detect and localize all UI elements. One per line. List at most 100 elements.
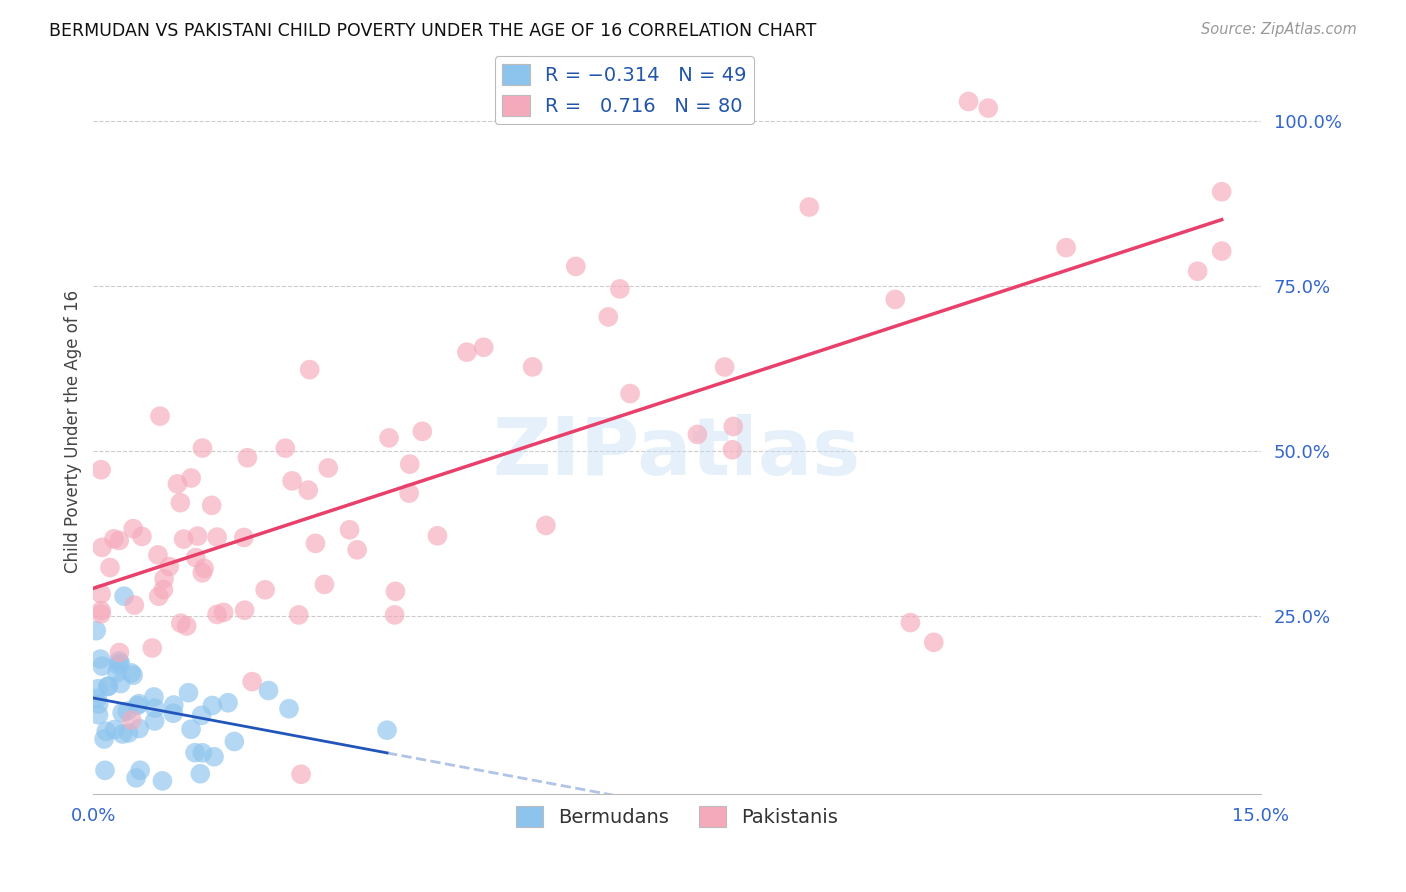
Point xyxy=(900,615,922,630)
Text: BERMUDAN VS PAKISTANI CHILD POVERTY UNDER THE AGE OF 16 CORRELATION CHART: BERMUDAN VS PAKISTANI CHILD POVERTY UNDE… xyxy=(49,22,817,40)
Point xyxy=(236,450,259,465)
Point xyxy=(111,706,134,720)
Point xyxy=(110,657,132,671)
Point xyxy=(105,665,128,680)
Point xyxy=(93,732,115,747)
Point xyxy=(233,603,256,617)
Point xyxy=(287,607,309,622)
Point xyxy=(598,310,620,324)
Point xyxy=(297,483,319,497)
Point xyxy=(115,704,138,718)
Point xyxy=(1187,264,1209,278)
Point xyxy=(166,476,188,491)
Point xyxy=(1211,244,1233,259)
Point xyxy=(565,260,588,274)
Point xyxy=(84,624,107,638)
Point xyxy=(290,767,312,781)
Point xyxy=(217,696,239,710)
Point xyxy=(122,522,145,536)
Point xyxy=(127,698,149,713)
Point xyxy=(254,582,277,597)
Text: Source: ZipAtlas.com: Source: ZipAtlas.com xyxy=(1201,22,1357,37)
Point xyxy=(191,566,214,580)
Point xyxy=(87,707,110,722)
Point xyxy=(177,686,200,700)
Point xyxy=(201,499,224,513)
Point xyxy=(141,640,163,655)
Point xyxy=(87,681,110,696)
Point xyxy=(162,706,184,721)
Point xyxy=(212,606,235,620)
Point xyxy=(111,727,134,741)
Point xyxy=(180,471,202,485)
Point xyxy=(125,771,148,785)
Point xyxy=(721,442,744,457)
Point xyxy=(110,676,132,690)
Point xyxy=(152,582,174,597)
Point xyxy=(86,691,108,706)
Legend: Bermudans, Pakistanis: Bermudans, Pakistanis xyxy=(508,798,846,835)
Point xyxy=(176,619,198,633)
Point xyxy=(97,679,120,693)
Point xyxy=(224,734,246,748)
Point xyxy=(522,359,544,374)
Point xyxy=(304,536,326,550)
Point xyxy=(1054,241,1077,255)
Point xyxy=(91,659,114,673)
Point xyxy=(148,589,170,603)
Point xyxy=(316,461,339,475)
Point xyxy=(240,674,263,689)
Point xyxy=(124,598,146,612)
Point xyxy=(346,542,368,557)
Point xyxy=(190,708,212,723)
Point xyxy=(922,635,945,649)
Point xyxy=(202,749,225,764)
Point xyxy=(188,766,211,780)
Point xyxy=(142,690,165,704)
Point xyxy=(143,701,166,715)
Point xyxy=(232,531,254,545)
Point xyxy=(375,723,398,738)
Point xyxy=(281,474,304,488)
Point xyxy=(107,658,129,673)
Point xyxy=(90,604,112,618)
Point xyxy=(314,577,336,591)
Point xyxy=(131,529,153,543)
Point xyxy=(157,559,180,574)
Point xyxy=(191,746,214,760)
Point xyxy=(977,101,1000,115)
Point xyxy=(278,702,301,716)
Point xyxy=(713,359,735,374)
Point xyxy=(90,463,112,477)
Point xyxy=(90,607,112,621)
Point xyxy=(957,95,980,109)
Point xyxy=(201,698,224,713)
Point xyxy=(472,340,495,354)
Point xyxy=(339,523,361,537)
Point xyxy=(180,723,202,737)
Point xyxy=(184,550,207,565)
Point xyxy=(98,560,121,574)
Point xyxy=(609,282,631,296)
Point xyxy=(146,548,169,562)
Point xyxy=(129,764,152,778)
Point xyxy=(122,668,145,682)
Point xyxy=(298,362,321,376)
Point xyxy=(153,572,176,586)
Point xyxy=(94,724,117,739)
Point xyxy=(91,541,114,555)
Point xyxy=(426,529,449,543)
Point xyxy=(193,561,215,575)
Point xyxy=(187,529,209,543)
Point xyxy=(128,697,150,711)
Point xyxy=(97,680,120,694)
Point xyxy=(90,587,112,601)
Point xyxy=(117,726,139,740)
Point xyxy=(205,530,228,544)
Point xyxy=(411,425,433,439)
Point xyxy=(112,589,135,603)
Point xyxy=(173,532,195,546)
Point xyxy=(1211,185,1233,199)
Point xyxy=(534,518,557,533)
Point xyxy=(274,441,297,455)
